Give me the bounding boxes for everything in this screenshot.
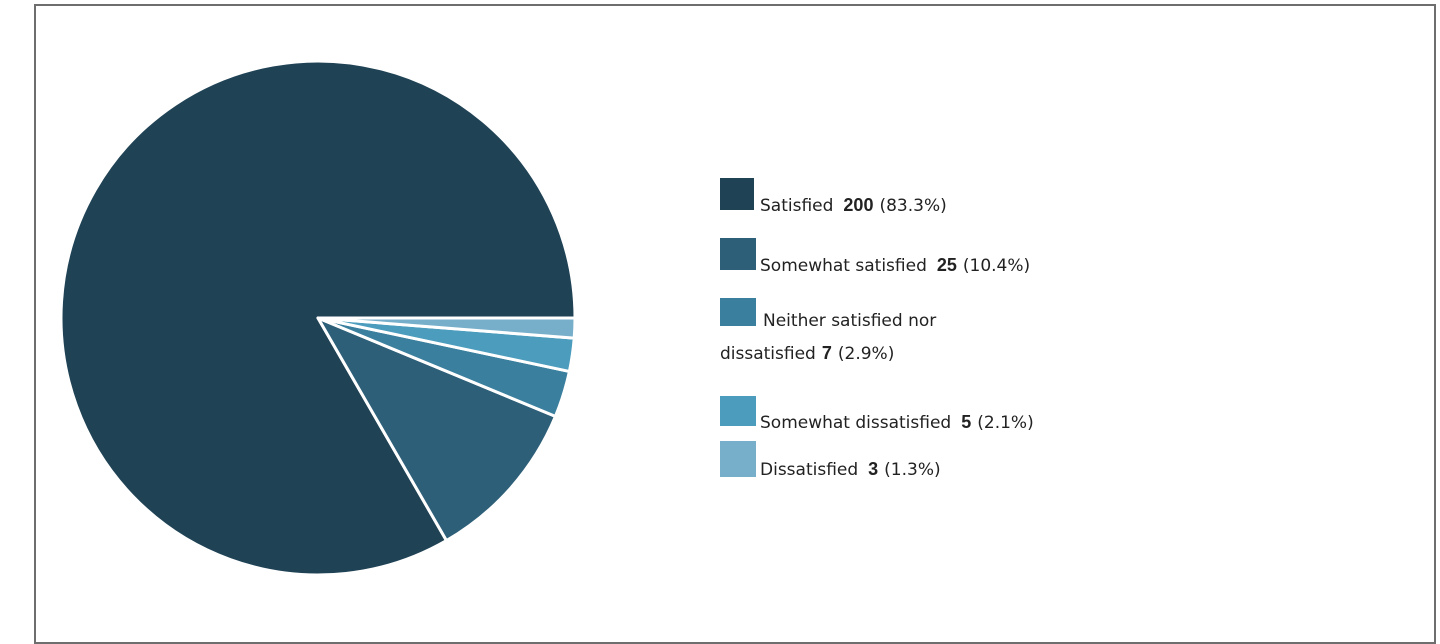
chart-legend: Satisfied 200 (83.3%) Somewhat satisfied 25…	[720, 178, 1034, 480]
legend-label-dissatisfied: Dissatisfied	[760, 460, 859, 480]
legend-value-satisfied: 200	[843, 195, 874, 215]
legend-value-somewhat-dissatisfied: 5	[961, 412, 972, 432]
pie-chart	[59, 59, 577, 577]
legend-percent-somewhat-satisfied: (10.4%)	[962, 256, 1031, 276]
legend-label-satisfied: Satisfied	[760, 196, 834, 216]
legend-percent-satisfied: (83.3%)	[879, 196, 947, 216]
legend-label-somewhat-dissatisfied: Somewhat dissatisfied	[760, 413, 952, 433]
legend-label-somewhat-satisfied: Somewhat satisfied	[760, 256, 927, 276]
legend-percent-neither: (2.9%)	[837, 344, 895, 364]
legend-swatch-satisfied	[720, 178, 754, 210]
legend-percent-somewhat-dissatisfied: (2.1%)	[977, 413, 1034, 433]
legend-value-somewhat-satisfied: 25	[936, 255, 957, 275]
legend-swatch-dissatisfied	[720, 441, 756, 477]
legend-value-dissatisfied: 3	[868, 459, 879, 479]
legend-percent-dissatisfied: (1.3%)	[884, 460, 941, 480]
pie-slice-somewhat-satisfied	[316, 316, 557, 543]
legend-label-neither-line1: Neither satisfied nor	[763, 311, 937, 331]
legend-swatch-somewhat-satisfied	[720, 238, 756, 270]
legend-swatch-neither	[720, 298, 756, 326]
legend-value-neither: 7	[821, 343, 832, 363]
legend-swatch-somewhat-dissatisfied	[720, 396, 756, 426]
pie-slice-dissatisfied	[316, 316, 577, 340]
legend-label-neither-line2: dissatisfied	[720, 344, 816, 364]
pie-slice-satisfied	[59, 59, 577, 577]
